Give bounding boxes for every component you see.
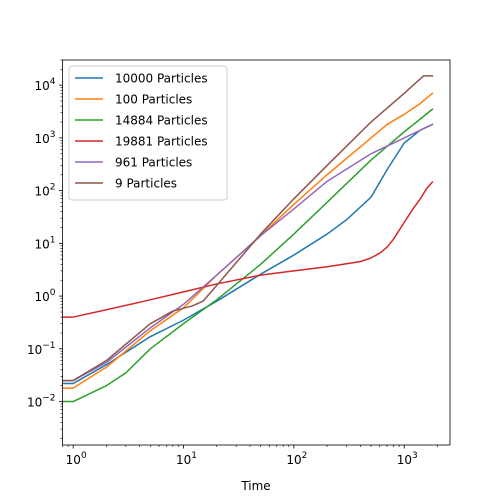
y-tick-label-1-base: 10: [27, 343, 42, 357]
y-tick-label-6-exponent: 4: [50, 77, 56, 87]
y-tick-label-5-base: 10: [34, 132, 49, 146]
x-tick-label-1-exponent: 1: [191, 451, 197, 461]
y-tick-label-3: 101: [34, 235, 55, 251]
y-tick-label-2-base: 10: [34, 290, 49, 304]
series-line-5: [62, 75, 434, 382]
legend-label-5: 9 Particles: [115, 177, 177, 191]
legend-label-3: 19881 Particles: [115, 135, 208, 149]
y-tick-label-0-exponent: −2: [42, 394, 55, 404]
y-tick-label-3-exponent: 1: [50, 235, 56, 245]
x-tick-label-3-exponent: 3: [412, 451, 418, 461]
legend-frame: [68, 65, 228, 201]
series-line-1: [62, 92, 434, 389]
x-tick-label-0-base: 10: [66, 453, 81, 467]
y-tick-label-5: 103: [34, 130, 55, 146]
x-tick-label-2-base: 10: [286, 453, 301, 467]
y-tick-label-4: 102: [34, 183, 55, 199]
x-tick-label-1: 101: [176, 451, 197, 467]
x-tick-label-2: 102: [286, 451, 307, 467]
x-axis-label: Time: [240, 479, 270, 493]
legend-label-4: 961 Particles: [115, 156, 192, 170]
x-tick-label-0-exponent: 0: [81, 451, 87, 461]
y-tick-label-3-base: 10: [34, 237, 49, 251]
legend-label-2: 14884 Particles: [115, 114, 208, 128]
y-tick-label-2-exponent: 0: [50, 288, 56, 298]
series-line-2: [62, 108, 434, 403]
x-tick-label-3-base: 10: [397, 453, 412, 467]
y-tick-label-4-exponent: 2: [50, 183, 56, 193]
y-tick-label-6-base: 10: [34, 79, 49, 93]
x-tick-label-2-exponent: 2: [302, 451, 308, 461]
series-layer: [62, 75, 434, 403]
x-axis-ticks: 100 101 102 103: [62, 445, 438, 467]
x-tick-label-1-base: 10: [176, 453, 191, 467]
y-tick-label-0: 10−2: [27, 394, 56, 410]
legend: 10000 Particles 100 Particles 14884 Partic…: [68, 65, 228, 201]
y-tick-label-1: 10−1: [27, 341, 56, 357]
y-tick-label-4-base: 10: [34, 185, 49, 199]
legend-label-1: 100 Particles: [115, 93, 192, 107]
x-tick-label-0: 100: [66, 451, 87, 467]
x-tick-label-3: 103: [397, 451, 418, 467]
y-tick-label-2: 100: [34, 288, 55, 304]
legend-label-0: 10000 Particles: [115, 72, 208, 86]
series-line-3: [62, 181, 434, 318]
plot-frame: [62, 59, 451, 446]
y-tick-label-1-exponent: −1: [42, 341, 55, 351]
series-line-4: [62, 123, 434, 382]
y-tick-label-0-base: 10: [27, 396, 42, 410]
y-tick-label-5-exponent: 3: [50, 130, 56, 140]
y-tick-label-6: 104: [34, 77, 55, 93]
